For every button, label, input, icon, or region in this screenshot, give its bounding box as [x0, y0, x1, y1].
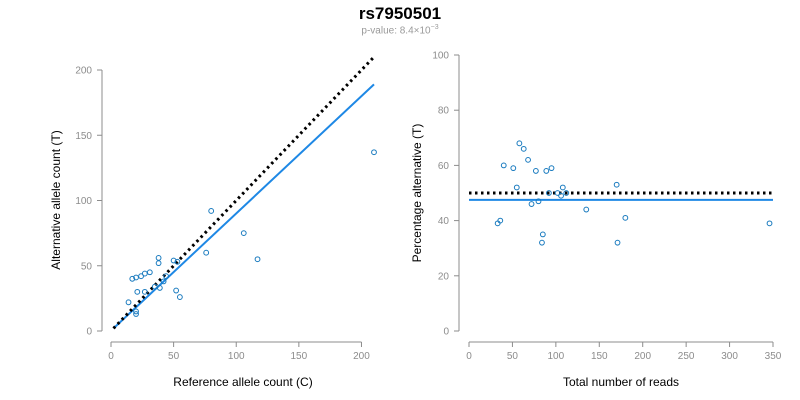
left-y-tick-label: 0	[86, 327, 92, 338]
right-x-tick-label: 300	[721, 351, 738, 362]
left-data-point	[176, 294, 183, 300]
right-x-tick-label: 100	[548, 351, 565, 362]
left-data-point	[133, 308, 139, 315]
right-data-point	[520, 145, 527, 152]
left-data-point	[170, 257, 177, 264]
chart-subtitle: p-value: 8.4×10−3	[0, 24, 800, 36]
right-data-point	[613, 181, 620, 188]
right-x-tick-label: 250	[678, 351, 695, 362]
right-x-tick-label: 0	[466, 351, 472, 362]
right-y-tick-label: 80	[438, 106, 450, 117]
left-data-point	[208, 208, 215, 214]
right-data-point	[539, 239, 545, 246]
right-panel: 0 50 100 150 200 250 300 350 0 20 40 60 80 100 Total n…	[410, 51, 782, 390]
left-y-tick-label: 200	[75, 66, 92, 77]
right-x-tick-label: 50	[507, 351, 519, 362]
left-x-tick-label: 0	[108, 351, 114, 362]
left-data-point	[133, 311, 139, 317]
left-y-tick-label: 50	[81, 261, 93, 272]
left-data-point	[163, 273, 170, 280]
right-data-point	[510, 165, 517, 172]
right-y-tick-label: 100	[432, 51, 449, 62]
right-x-tick-label: 200	[634, 351, 651, 362]
left-data-point	[203, 249, 210, 256]
right-data-point	[583, 206, 590, 213]
left-data-point	[174, 258, 181, 265]
right-data-point	[539, 231, 546, 238]
right-data-point	[546, 190, 552, 196]
right-data-point	[535, 198, 542, 205]
p-value-text: p-value: 8.4×10	[361, 25, 431, 37]
right-x-tick-label: 350	[765, 351, 782, 362]
left-fit-line	[112, 83, 375, 330]
left-data-point	[240, 230, 247, 237]
left-x-tick-label: 50	[168, 351, 180, 362]
left-y-axis-label: Alternative allele count (T)	[49, 130, 63, 269]
right-data-point	[543, 168, 550, 174]
right-data-point	[614, 239, 621, 246]
left-data-point	[155, 255, 162, 261]
right-data-point	[532, 168, 539, 174]
left-data-point	[129, 275, 136, 282]
left-x-axis-label: Reference allele count (C)	[173, 375, 312, 389]
left-data-point	[141, 270, 148, 277]
right-y-tick-label: 40	[438, 216, 450, 227]
left-data-point	[160, 278, 167, 285]
p-value-exponent: −3	[430, 24, 439, 31]
right-data-point	[622, 214, 629, 221]
left-data-point	[254, 256, 261, 263]
right-x-tick-label: 150	[591, 351, 608, 362]
left-panel: 0 50 100 150 200 0 50 100 150 200 Reference allele…	[49, 55, 377, 389]
right-y-tick-label: 20	[438, 271, 450, 282]
right-data-point	[563, 190, 570, 196]
right-data-point	[500, 162, 507, 169]
left-x-tick-label: 100	[228, 351, 245, 362]
left-data-point	[173, 287, 180, 294]
left-data-point	[125, 299, 132, 306]
right-data-point	[554, 190, 561, 196]
right-data-point	[558, 192, 564, 199]
right-y-tick-label: 60	[438, 161, 450, 172]
left-data-point	[138, 273, 144, 280]
left-data-point	[141, 288, 148, 295]
left-y-tick-label: 100	[75, 196, 92, 207]
left-data-point	[151, 283, 158, 290]
left-x-tick-label: 150	[291, 351, 308, 362]
left-data-point	[134, 288, 141, 295]
right-data-point	[548, 165, 555, 172]
right-data-point	[516, 140, 523, 147]
chart-title: rs7950501	[358, 4, 442, 23]
left-data-point	[155, 260, 162, 267]
left-data-point	[133, 274, 139, 281]
right-data-point	[525, 156, 531, 163]
right-data-point	[559, 184, 566, 191]
right-x-axis-label: Total number of reads	[563, 375, 679, 389]
left-data-point	[371, 149, 377, 156]
left-reference-line	[112, 55, 376, 330]
right-data-point	[766, 220, 773, 227]
right-data-point	[497, 217, 504, 224]
left-x-tick-label: 200	[353, 351, 370, 362]
right-y-axis-label: Percentage alternative (T)	[410, 124, 424, 263]
left-data-point	[146, 269, 153, 276]
left-y-tick-label: 150	[75, 131, 92, 142]
right-data-point	[513, 184, 520, 191]
left-data-point	[156, 285, 163, 291]
right-data-point	[528, 201, 535, 207]
right-y-tick-label: 0	[443, 327, 449, 338]
